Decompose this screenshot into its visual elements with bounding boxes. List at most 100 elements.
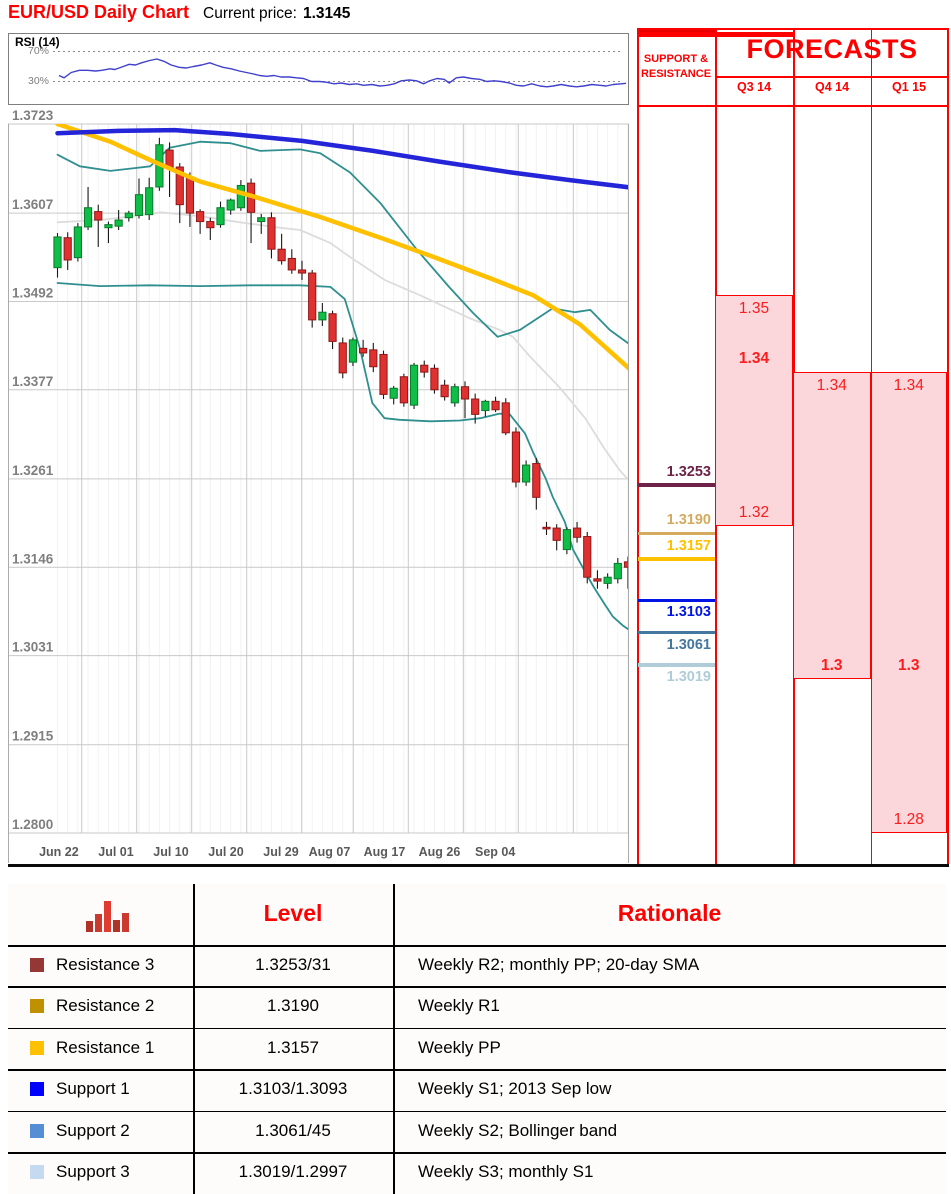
svg-text:Aug 26: Aug 26	[419, 845, 461, 859]
panel-top-border	[637, 28, 949, 30]
candle-39	[450, 383, 459, 407]
current-price-value: 1.3145	[302, 5, 351, 22]
rsi-30-label: 30%	[27, 75, 49, 87]
forecasts-title: FORECASTS	[746, 34, 918, 64]
forecast-box-q4-14	[793, 372, 871, 680]
level-marker	[30, 1165, 44, 1179]
forecast-panel: FORECASTS SUPPORT & RESISTANCE Q3 14 Q4 …	[637, 28, 949, 865]
level-value: 1.3157	[267, 1037, 319, 1057]
candle-14	[196, 209, 205, 234]
sr-label-1.3157: 1.3157	[666, 537, 711, 554]
candle-22	[277, 233, 286, 265]
sr-line-1.3019	[638, 663, 715, 667]
candle-6	[114, 210, 123, 231]
level-rationale: Weekly S3; monthly S1	[418, 1162, 594, 1181]
bar-chart-icon	[86, 898, 132, 932]
candle-9	[145, 177, 154, 221]
candle-31	[369, 342, 378, 373]
level-value: 1.3103/1.3093	[238, 1079, 348, 1099]
bar-chart-icon-bar	[113, 920, 120, 932]
candle-18	[236, 180, 245, 211]
level-rationale: Weekly PP	[418, 1037, 501, 1057]
candle-46	[522, 460, 531, 486]
level-value: 1.3019/1.2997	[238, 1162, 348, 1181]
svg-text:1.3146: 1.3146	[12, 551, 54, 566]
level-rationale: Weekly R2; monthly PP; 20-day SMA	[418, 955, 700, 974]
svg-text:Jul 01: Jul 01	[98, 845, 133, 859]
rsi-70-label: 70%	[27, 45, 49, 57]
forecast-value-q4-14-1.3: 1.3	[820, 657, 843, 675]
level-name: Support 2	[56, 1120, 130, 1140]
svg-text:1.2800: 1.2800	[12, 817, 53, 832]
candle-40	[460, 381, 470, 419]
page-title: EUR/USD Daily Chart	[8, 2, 190, 22]
candle-53	[593, 570, 602, 589]
candle-20	[257, 213, 266, 234]
column-header-rationale: Rationale	[617, 900, 722, 926]
forecast-box-q1-15	[870, 372, 947, 834]
table-row-support-1: Support 1 1.3103/1.3093 Weekly S1; 2013 Se…	[8, 1069, 946, 1110]
candle-35	[409, 362, 419, 410]
svg-text:Aug 17: Aug 17	[364, 845, 406, 859]
level-name: Support 3	[56, 1162, 130, 1181]
level-name: Support 1	[56, 1079, 130, 1099]
quarter-header-q3-14: Q3 14	[736, 80, 772, 94]
candle-44	[501, 398, 510, 436]
candle-28	[338, 337, 347, 379]
svg-text:1.3723: 1.3723	[12, 108, 54, 123]
table-hline-3	[8, 1069, 946, 1071]
forecast-value-q3-14-1.35: 1.35	[738, 300, 770, 318]
chart-bottom-rule	[8, 864, 949, 867]
table-hline-4	[8, 1110, 946, 1113]
sr-label-1.3190: 1.3190	[666, 512, 711, 529]
sr-line-1.3103	[638, 598, 715, 603]
level-value: 1.3061/45	[255, 1120, 331, 1140]
sr-label-1.3253: 1.3253	[666, 464, 711, 481]
svg-text:1.3492: 1.3492	[12, 285, 53, 300]
bar-chart-icon-bar	[122, 913, 129, 932]
forecast-value-q1-15-1.3: 1.3	[897, 657, 920, 675]
y-axis-labels: 1.3723 1.3607 1.3492 1.3377 1.3261 1.3146 1.30…	[12, 108, 54, 832]
candle-34	[399, 373, 408, 407]
panel-vline-0	[637, 28, 639, 865]
level-value: 1.3190	[267, 996, 319, 1016]
table-hline-1	[8, 986, 946, 988]
candle-54	[603, 573, 612, 589]
sma-long-blue-line	[55, 127, 629, 190]
candle-23	[287, 249, 296, 274]
candle-55	[613, 558, 622, 584]
x-axis-labels: Jun 22 Jul 01 Jul 10 Jul 20 Jul 29 Aug 07 Aug …	[39, 845, 515, 859]
candle-29	[348, 337, 358, 366]
candle-52	[583, 531, 592, 584]
candle-2	[73, 223, 82, 262]
candle-27	[328, 310, 337, 350]
svg-text:Sep 04: Sep 04	[475, 845, 515, 859]
svg-text:1.3607: 1.3607	[12, 197, 53, 212]
table-vline-0	[193, 884, 195, 1194]
candle-30	[359, 339, 368, 357]
candle-32	[379, 350, 388, 400]
candle-49	[552, 524, 561, 551]
column-header-level: Level	[263, 900, 323, 926]
svg-text:Jun 22: Jun 22	[39, 845, 79, 859]
candle-17	[226, 198, 235, 215]
sr-label-1.3019: 1.3019	[666, 668, 711, 685]
candlestick-series	[53, 137, 629, 589]
candle-24	[297, 260, 307, 280]
rsi-panel: RSI (14) 70% 30%	[8, 33, 630, 105]
table-row-support-2: Support 2 1.3061/45 Weekly S2; Bollinger b…	[8, 1111, 946, 1152]
svg-text:Jul 10: Jul 10	[153, 845, 188, 859]
svg-text:1.2915: 1.2915	[12, 729, 54, 744]
candle-4	[94, 204, 103, 247]
candle-41	[471, 393, 480, 424]
panel-vline-4	[947, 28, 949, 865]
candle-1	[63, 232, 72, 270]
bar-chart-icon-bar	[104, 901, 111, 932]
candle-0	[53, 233, 62, 278]
candle-7	[124, 210, 133, 222]
table-hline-0	[8, 945, 946, 947]
quarter-header-q1-15: Q1 15	[891, 80, 927, 94]
table-vline-1	[393, 884, 395, 1194]
table-hline-5	[8, 1152, 946, 1154]
